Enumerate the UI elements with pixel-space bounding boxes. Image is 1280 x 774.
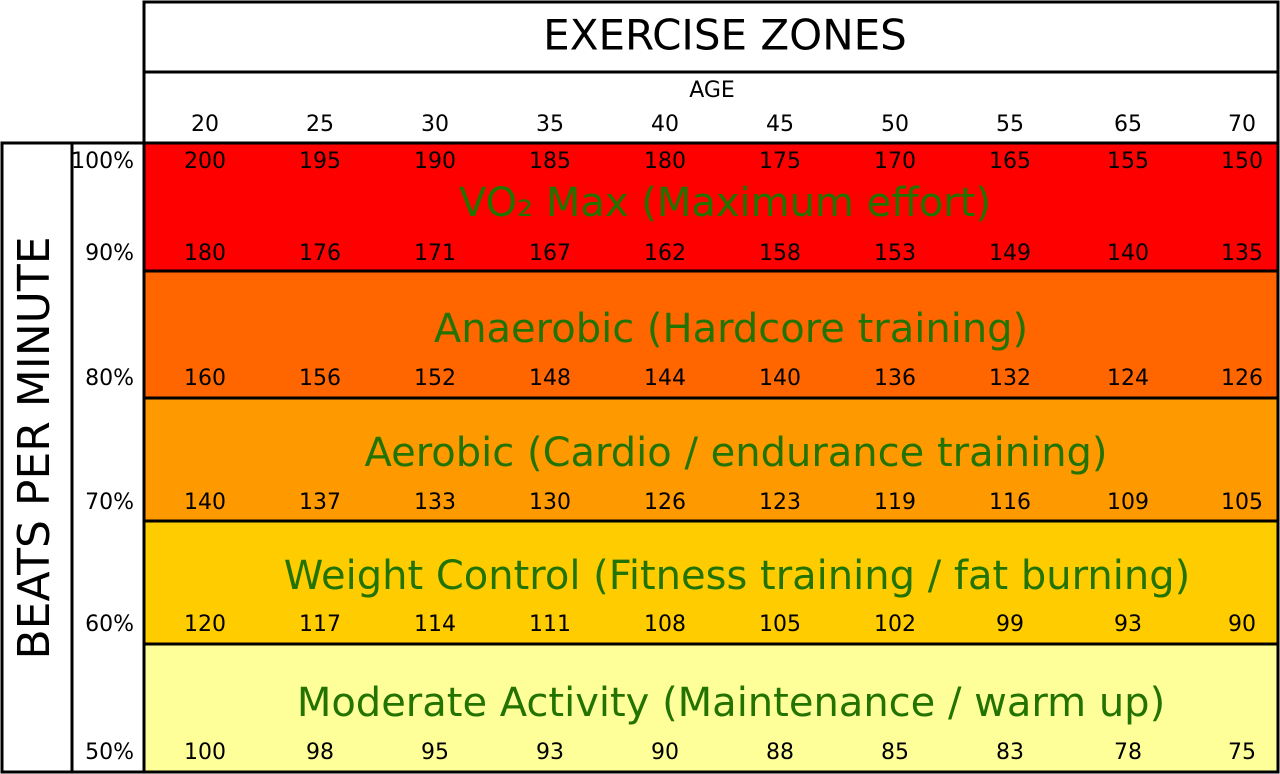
- bpm-value: 93: [1114, 612, 1142, 637]
- percent-label: 100%: [71, 149, 134, 174]
- bpm-value: 123: [759, 490, 801, 515]
- bpm-value: 75: [1228, 740, 1256, 765]
- bpm-value: 156: [299, 366, 341, 391]
- bpm-value: 180: [644, 149, 686, 174]
- percent-label: 60%: [85, 612, 134, 637]
- bpm-value: 185: [529, 149, 571, 174]
- bpm-value: 102: [874, 612, 916, 637]
- bpm-value: 137: [299, 490, 341, 515]
- bpm-value: 78: [1114, 740, 1142, 765]
- bpm-value: 108: [644, 612, 686, 637]
- bpm-value: 175: [759, 149, 801, 174]
- zone-label: Weight Control (Fitness training / fat b…: [284, 553, 1190, 599]
- zone-label: Aerobic (Cardio / endurance training): [364, 430, 1107, 476]
- bpm-value: 195: [299, 149, 341, 174]
- bpm-value: 126: [644, 490, 686, 515]
- bpm-value: 130: [529, 490, 571, 515]
- y-label: BEATS PER MINUTE: [9, 236, 60, 659]
- bpm-value: 119: [874, 490, 916, 515]
- bpm-value: 126: [1221, 366, 1263, 391]
- bpm-value: 135: [1221, 241, 1263, 266]
- bpm-value: 150: [1221, 149, 1263, 174]
- bpm-value: 98: [306, 740, 334, 765]
- bpm-value: 136: [874, 366, 916, 391]
- bpm-value: 114: [414, 612, 456, 637]
- bpm-value: 153: [874, 241, 916, 266]
- bpm-value: 90: [651, 740, 679, 765]
- bpm-value: 93: [536, 740, 564, 765]
- bpm-value: 90: [1228, 612, 1256, 637]
- bpm-value: 83: [996, 740, 1024, 765]
- age-label: 50: [881, 112, 909, 137]
- bpm-value: 140: [1107, 241, 1149, 266]
- title: EXERCISE ZONES: [543, 11, 907, 60]
- zone-band: [142, 141, 1280, 273]
- bpm-value: 180: [184, 241, 226, 266]
- age-label: 30: [421, 112, 449, 137]
- bpm-value: 132: [989, 366, 1031, 391]
- bpm-value: 149: [989, 241, 1031, 266]
- bpm-value: 100: [184, 740, 226, 765]
- zone-band: [142, 642, 1280, 774]
- percent-label: 80%: [85, 366, 134, 391]
- age-label: 65: [1114, 112, 1142, 137]
- age-label: 55: [996, 112, 1024, 137]
- bpm-value: 167: [529, 241, 571, 266]
- bpm-value: 140: [184, 490, 226, 515]
- bpm-value: 120: [184, 612, 226, 637]
- bpm-value: 144: [644, 366, 686, 391]
- bpm-value: 99: [996, 612, 1024, 637]
- bpm-value: 140: [759, 366, 801, 391]
- bpm-value: 200: [184, 149, 226, 174]
- age-label: 70: [1228, 112, 1256, 137]
- bpm-value: 105: [1221, 490, 1263, 515]
- zone-label: VO₂ Max (Maximum effort): [459, 180, 991, 226]
- bpm-value: 95: [421, 740, 449, 765]
- bpm-value: 133: [414, 490, 456, 515]
- bpm-value: 176: [299, 241, 341, 266]
- percent-label: 90%: [85, 241, 134, 266]
- bpm-value: 152: [414, 366, 456, 391]
- zone-band: [142, 396, 1280, 523]
- bpm-value: 88: [766, 740, 794, 765]
- bpm-value: 148: [529, 366, 571, 391]
- bpm-value: 171: [414, 241, 456, 266]
- bpm-value: 158: [759, 241, 801, 266]
- zone-label: Anaerobic (Hardcore training): [434, 306, 1028, 352]
- bpm-value: 165: [989, 149, 1031, 174]
- bpm-value: 155: [1107, 149, 1149, 174]
- bpm-value: 109: [1107, 490, 1149, 515]
- age-label: 25: [306, 112, 334, 137]
- age-label: 20: [191, 112, 219, 137]
- age-label: 45: [766, 112, 794, 137]
- percent-label: 70%: [85, 490, 134, 515]
- bpm-value: 105: [759, 612, 801, 637]
- bpm-value: 160: [184, 366, 226, 391]
- bpm-value: 117: [299, 612, 341, 637]
- bpm-value: 85: [881, 740, 909, 765]
- bpm-value: 116: [989, 490, 1031, 515]
- bpm-value: 124: [1107, 366, 1149, 391]
- bpm-value: 162: [644, 241, 686, 266]
- age-label: 35: [536, 112, 564, 137]
- percent-label: 50%: [85, 740, 134, 765]
- bpm-value: 190: [414, 149, 456, 174]
- zone-band: [142, 519, 1280, 646]
- zone-label: Moderate Activity (Maintenance / warm up…: [297, 680, 1165, 726]
- bpm-value: 111: [529, 612, 571, 637]
- x-label: AGE: [689, 78, 735, 103]
- bpm-value: 170: [874, 149, 916, 174]
- age-label: 40: [651, 112, 679, 137]
- percent-box: [70, 141, 146, 774]
